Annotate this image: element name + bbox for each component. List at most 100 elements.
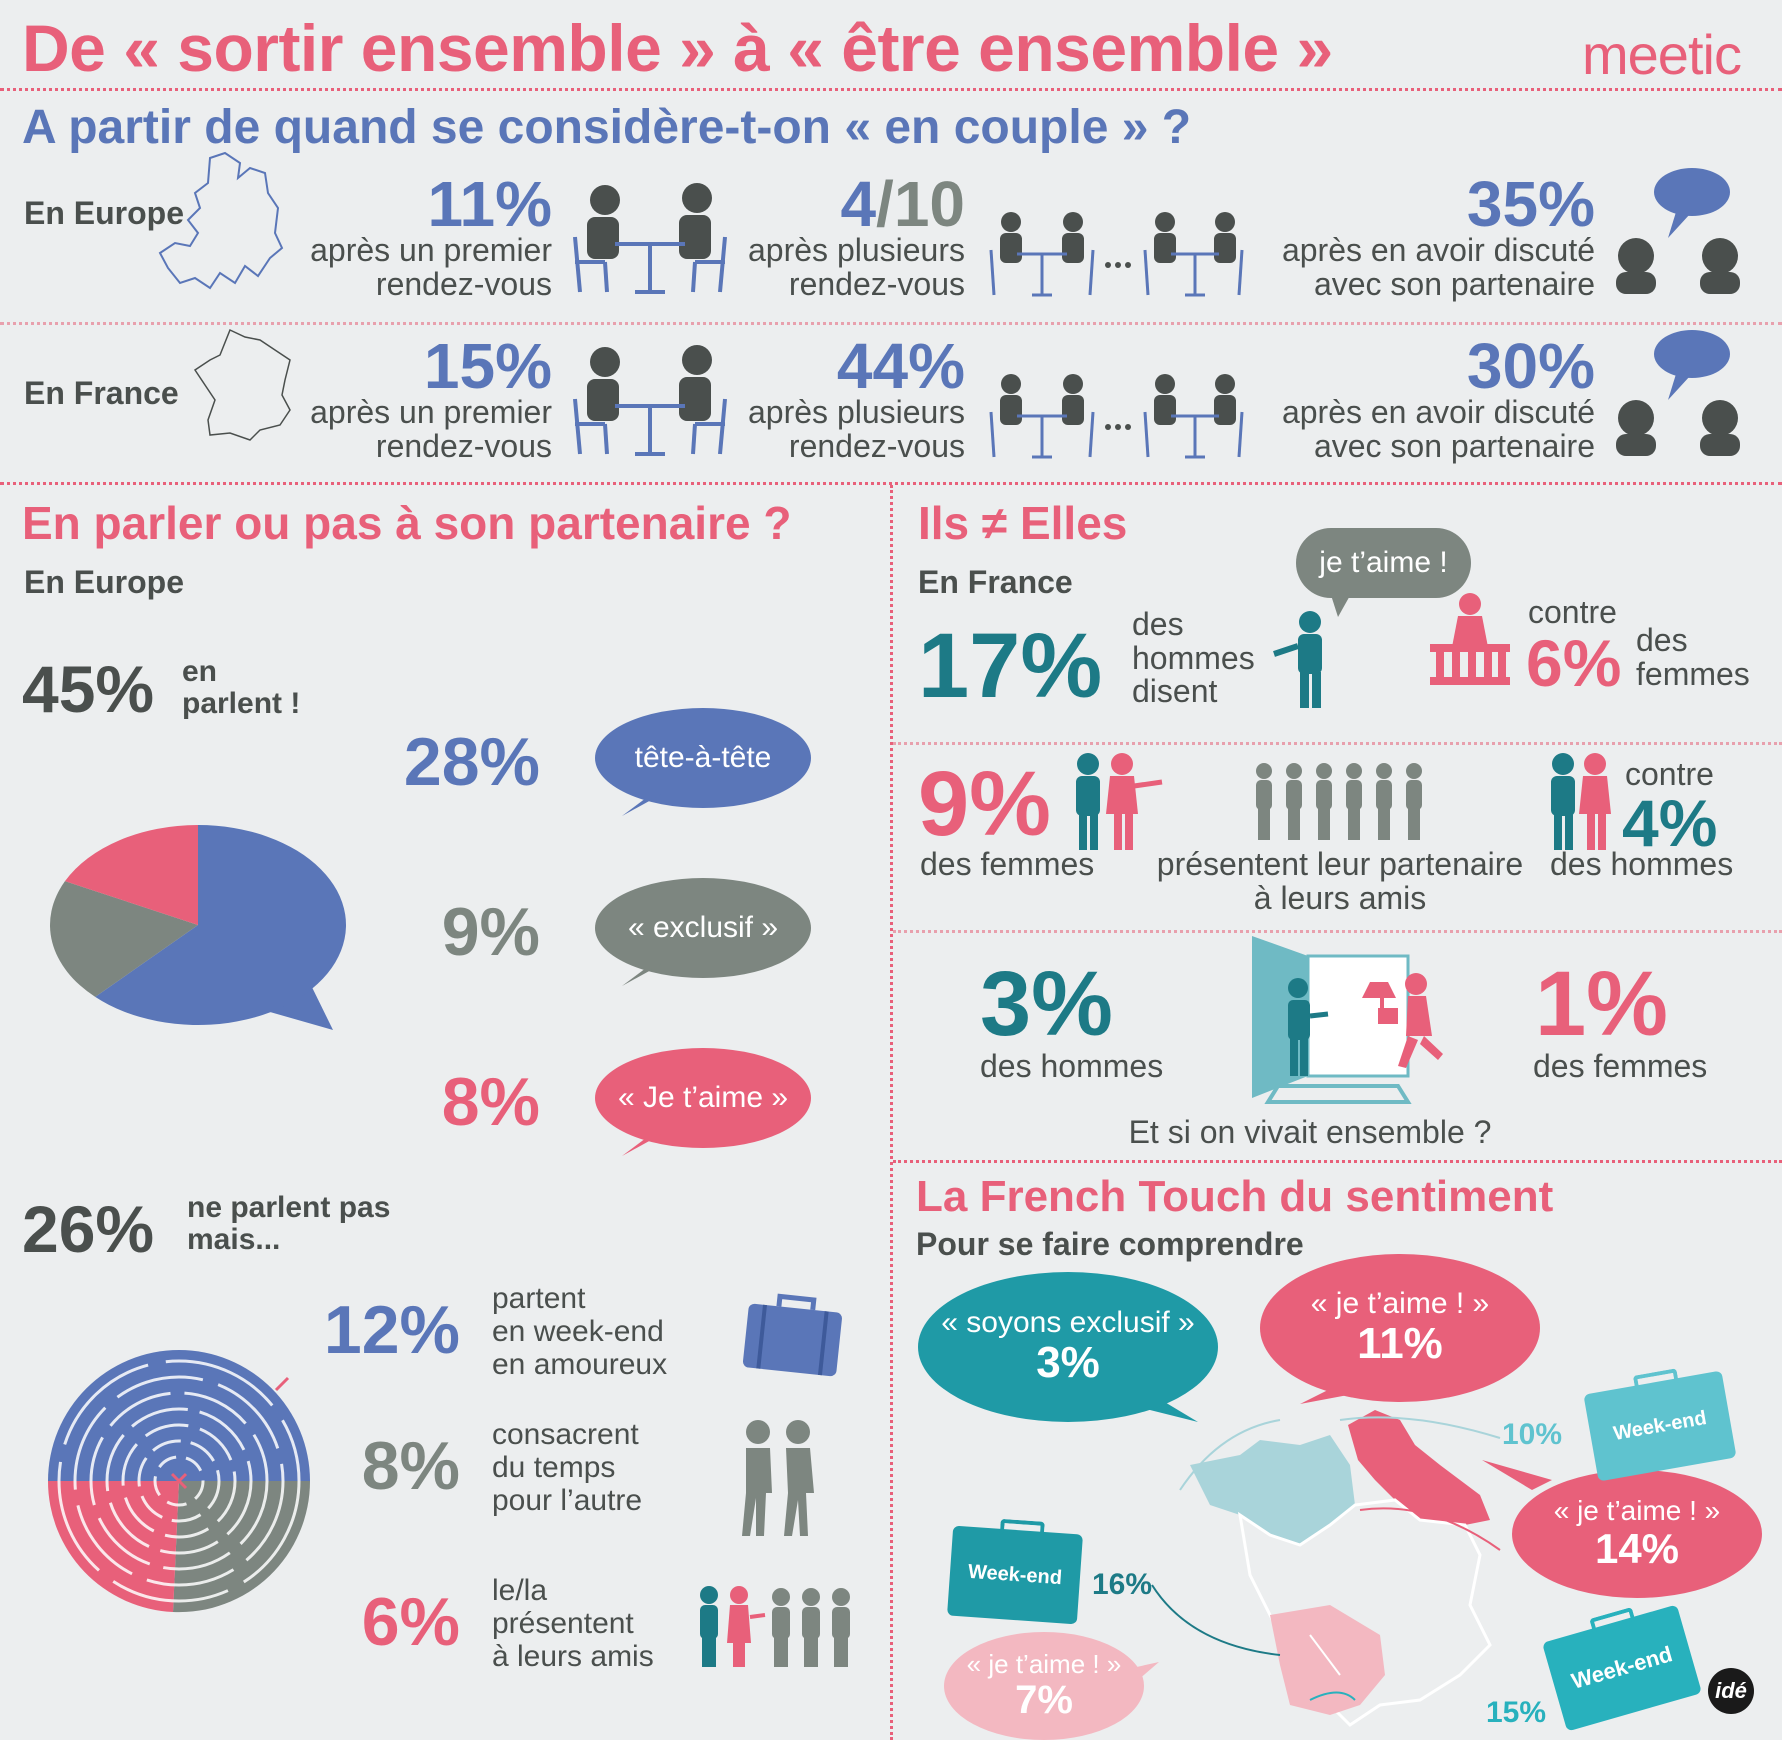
- header-divider: [0, 88, 1782, 91]
- suitcase-icon: [742, 1293, 842, 1377]
- column-divider: [890, 485, 893, 1740]
- couple-icon-small: [1551, 753, 1611, 850]
- map-connector-lines: [1151, 1416, 1501, 1701]
- europe-stat3-line1: après en avoir discuté: [1281, 232, 1595, 268]
- fr-bubble-value: 7%: [1015, 1678, 1073, 1723]
- notalk-item-value: 12%: [323, 1292, 460, 1368]
- men-live-label: des hommes: [980, 1048, 1164, 1084]
- discussion-icon: [1616, 168, 1740, 294]
- notalk-item-line3: en amoureux: [492, 1348, 668, 1381]
- talk-item-bubble-tail: [622, 964, 662, 986]
- europe-stat3-line2: avec son partenaire: [1313, 265, 1595, 302]
- europe-stat2-value: 4/10: [740, 172, 965, 236]
- europe-stat2-value-b: /10: [876, 168, 965, 240]
- suitcase-handle: [1632, 1368, 1679, 1390]
- europe-stat2-text: après plusieurs rendez-vous: [700, 233, 965, 301]
- men-present-value: 4%: [1622, 786, 1718, 860]
- notalk-value: 26%: [22, 1192, 155, 1266]
- woman-balcony-icon: [1430, 593, 1510, 685]
- weekend-value: 16%: [1092, 1568, 1153, 1601]
- je-taime-bubble-tail: [1330, 592, 1352, 617]
- section3-row-divider-2: [893, 930, 1782, 933]
- talk-value: 45%: [22, 652, 155, 726]
- europe-stat3-text: après en avoir discuté avec son partenai…: [1210, 232, 1595, 302]
- talk-item-bubble: « Je t’aime »: [595, 1048, 811, 1148]
- france-stat3-text: après en avoir discuté avec son partenai…: [1210, 395, 1595, 463]
- women-live-value: 1%: [1535, 953, 1668, 1055]
- men-present-label: des hommes: [1550, 846, 1734, 882]
- men-live-value: 3%: [980, 953, 1113, 1055]
- europe-stat1-line1: après un premier: [310, 232, 552, 268]
- women-say-text: des femmes: [1636, 622, 1750, 691]
- row-divider: [0, 322, 1782, 325]
- weekend-suitcase-label: Week-end: [1568, 1641, 1676, 1694]
- talk-item-bubble-text: tête-à-tête: [634, 741, 772, 774]
- notalk-item-value: 8%: [361, 1428, 460, 1504]
- europe-map-icon: [158, 151, 284, 290]
- talk-line2: parlent !: [182, 686, 301, 720]
- discussion-icon-2: [1616, 330, 1740, 456]
- couple-walking-icon: [742, 1420, 814, 1536]
- pie-bubble-tail: [263, 975, 333, 1030]
- fr-bubble: « je t’aime ! » 7%: [944, 1632, 1144, 1740]
- fr-bubble: « je t’aime ! » 11%: [1260, 1254, 1540, 1402]
- france-map-icon: [193, 328, 291, 441]
- notalk-item-line3: pour l’autre: [492, 1484, 643, 1517]
- europe-stat1-text: après un premier rendez-vous: [250, 232, 552, 302]
- europe-stat3-value: 35%: [1466, 168, 1595, 240]
- talk-item-bubble: tête-à-tête: [595, 708, 811, 808]
- men-say-text: des hommes disent: [1132, 607, 1255, 710]
- france-stat3-value: 30%: [1466, 330, 1595, 402]
- weekend-suitcase-label: Week-end: [1611, 1406, 1709, 1445]
- ide-logo: idé: [1708, 1668, 1754, 1714]
- notalk-item-line3: à leurs amis: [492, 1640, 654, 1673]
- weekend-suitcase: Week-end: [947, 1518, 1083, 1625]
- men-say-line2: hommes: [1132, 639, 1255, 676]
- labyrinth-icon: [47, 1350, 311, 1613]
- weekend-value: 15%: [1486, 1696, 1547, 1729]
- talk-item-value: 28%: [403, 724, 540, 800]
- weekend-suitcase-label: Week-end: [967, 1560, 1063, 1589]
- france-stat2-value: 44%: [836, 330, 965, 402]
- notalk-item-line1: le/la: [492, 1574, 548, 1607]
- section3-subtitle: En France: [918, 564, 1073, 600]
- je-taime-bubble: je t’aime !: [1296, 528, 1471, 598]
- notalk-text: ne parlent pas mais...: [187, 1192, 390, 1255]
- men-say-line3: disent: [1132, 673, 1218, 710]
- notalk-item-text: consacrent du temps pour l’autre: [492, 1418, 642, 1517]
- notalk-item-line2: présentent: [492, 1607, 634, 1640]
- fr-bubble-value: 3%: [1036, 1338, 1100, 1388]
- section3-divider: [893, 1160, 1782, 1163]
- talk-item-bubble-tail: [622, 794, 662, 816]
- notalk-item-value: 6%: [361, 1584, 460, 1660]
- france-stat1-line2: rendez-vous: [375, 427, 552, 464]
- france-regions-map: [1190, 1410, 1492, 1727]
- friends-crowd-icon: [1256, 763, 1422, 840]
- several-dates-icon-2: [989, 374, 1244, 459]
- section2-title: En parler ou pas à son partenaire ?: [22, 497, 792, 549]
- present-friends-text: présentent leur partenaire à leurs amis: [1140, 847, 1540, 916]
- region-label-europe: En Europe: [24, 195, 185, 231]
- door-moving-icon: [1252, 936, 1443, 1104]
- europe-stat1-line2: rendez-vous: [375, 265, 552, 302]
- meetic-logo: meetic: [1582, 23, 1742, 86]
- fr-bubble-label: « je t’aime ! »: [1553, 1494, 1721, 1526]
- fr-bubble-label: « je t’aime ! »: [966, 1648, 1122, 1679]
- women-say-line1: des: [1636, 622, 1688, 658]
- notalk-item-line2: en week-end: [492, 1315, 664, 1348]
- europe-stat2-value-a: 4: [840, 168, 877, 240]
- fr-bubble-label: « soyons exclusif »: [941, 1306, 1195, 1340]
- france-stat1-line1: après un premier: [310, 394, 552, 430]
- weekend-value: 10%: [1502, 1418, 1563, 1451]
- women-say-value: 6%: [1526, 626, 1622, 700]
- france-stat2-line1: après plusieurs: [748, 394, 965, 430]
- je-taime-bubble-text: je t’aime !: [1319, 546, 1448, 579]
- section1-title: A partir de quand se considère-t-on « en…: [22, 101, 1192, 154]
- region-label-france: En France: [24, 375, 179, 411]
- notalk-line1: ne parlent pas: [187, 1191, 391, 1224]
- notalk-item-text: le/la présentent à leurs amis: [492, 1574, 654, 1673]
- france-stat2-line2: rendez-vous: [788, 427, 965, 464]
- fr-bubble-value: 11%: [1357, 1319, 1443, 1369]
- date-couple-icon-2: [573, 345, 727, 456]
- present-friends-line2: à leurs amis: [1253, 879, 1427, 916]
